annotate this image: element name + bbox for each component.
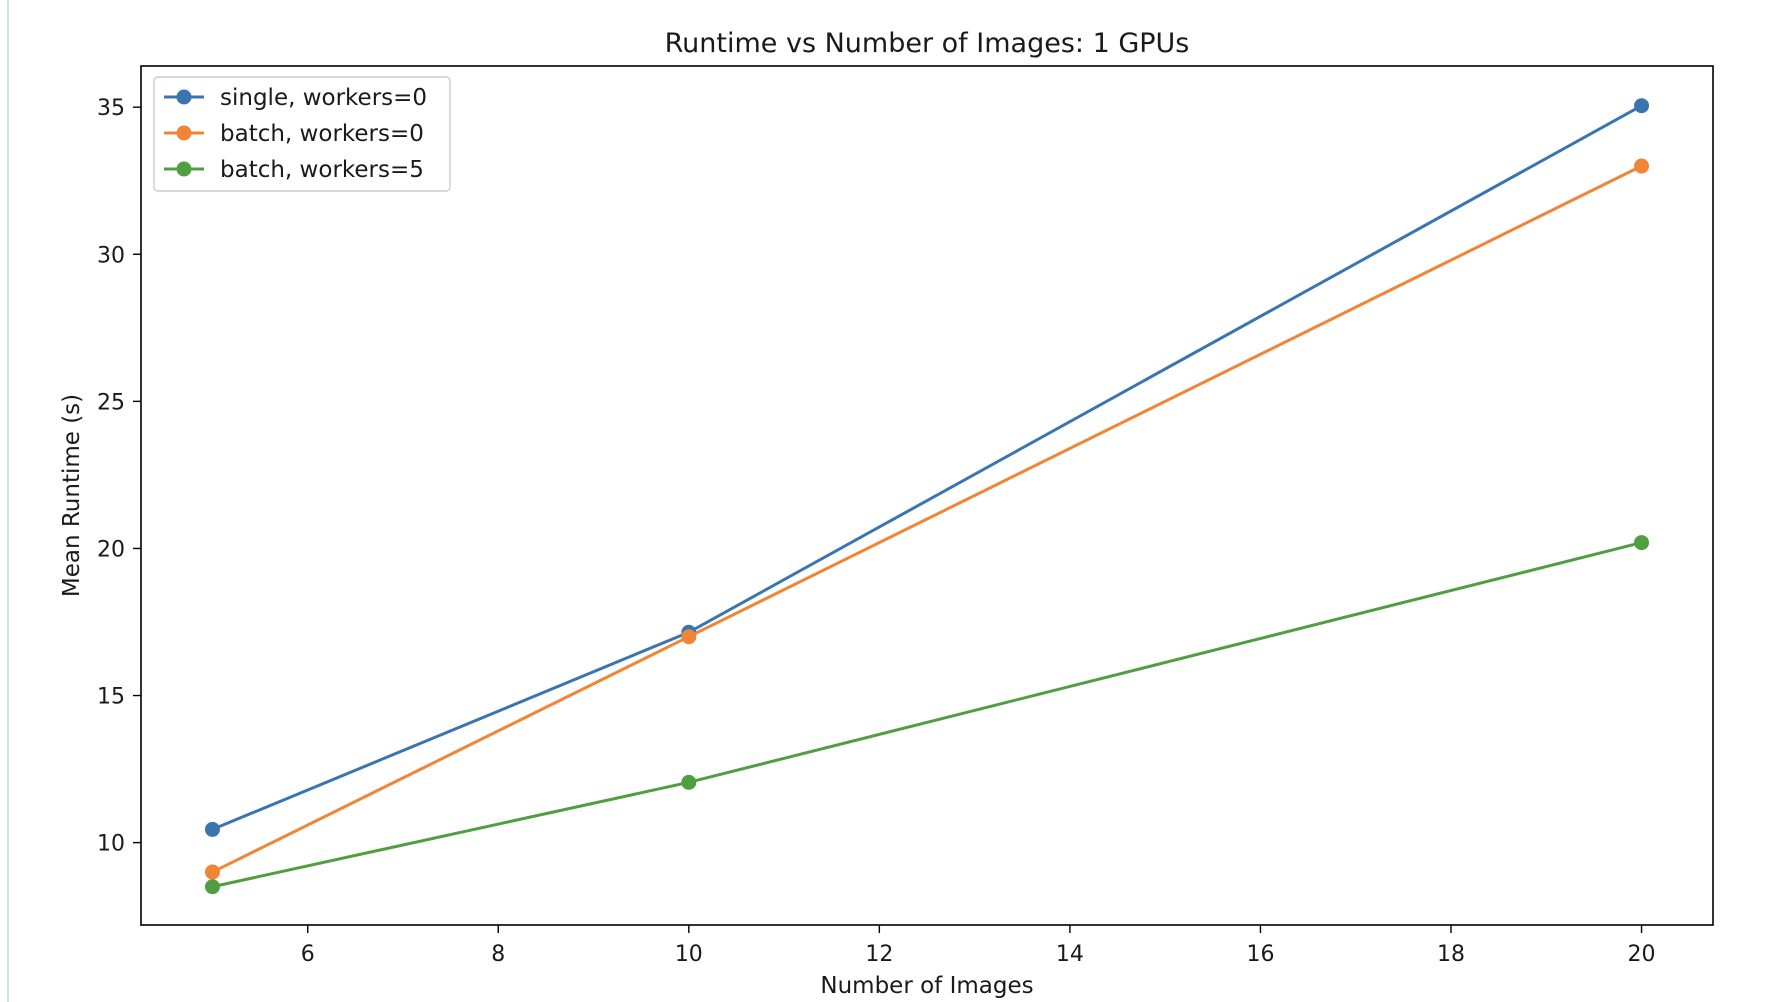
- legend-item: batch, workers=5: [164, 157, 424, 183]
- data-point: [1634, 158, 1650, 174]
- x-tick-label: 18: [1437, 942, 1465, 967]
- plot-area: [140, 65, 1714, 926]
- x-tick-label: 20: [1628, 942, 1656, 967]
- series-line: [212, 541, 1642, 889]
- series-layer: [204, 98, 1650, 895]
- data-point: [204, 879, 220, 895]
- data-point: [204, 821, 220, 837]
- legend-item: batch, workers=0: [164, 121, 424, 147]
- plot-frame: [140, 65, 1714, 926]
- data-point: [681, 774, 697, 790]
- y-tick-label: 25: [97, 390, 125, 415]
- series-3: [204, 535, 1650, 895]
- y-tick-label: 15: [97, 685, 125, 710]
- x-tick-label: 6: [301, 942, 315, 967]
- series-line: [211, 164, 1643, 874]
- data-point: [1634, 98, 1650, 114]
- x-axis-label: Number of Images: [820, 973, 1033, 999]
- legend-label: batch, workers=5: [220, 157, 424, 183]
- legend-label: batch, workers=0: [220, 121, 424, 147]
- y-axis: 10 15 20 25 30 35: [97, 96, 141, 857]
- legend: single, workers=0 batch, workers=0 batch, …: [153, 76, 451, 192]
- data-point: [1634, 535, 1650, 551]
- y-tick-label: 20: [97, 537, 125, 562]
- x-tick-label: 8: [491, 942, 505, 967]
- legend-box: [153, 76, 451, 192]
- x-tick-label: 12: [865, 942, 893, 967]
- legend-marker: [176, 89, 192, 105]
- series-1: [204, 98, 1650, 837]
- y-tick-label: 30: [97, 243, 125, 268]
- x-tick-label: 10: [675, 942, 703, 967]
- legend-marker: [176, 125, 192, 141]
- x-axis: 6 8 10 12 14 16 18 20: [301, 925, 1656, 967]
- chart-title: Runtime vs Number of Images: 1 GPUs: [665, 28, 1190, 59]
- left-border-rule: [7, 0, 9, 1002]
- legend-marker: [176, 161, 192, 177]
- x-tick-label: 14: [1056, 942, 1084, 967]
- legend-label: single, workers=0: [220, 85, 427, 111]
- y-axis-label: Mean Runtime (s): [59, 394, 85, 597]
- series-2: [204, 158, 1650, 880]
- data-point: [681, 629, 697, 645]
- data-point: [204, 864, 220, 880]
- y-tick-label: 35: [97, 96, 125, 121]
- legend-item: single, workers=0: [164, 85, 427, 111]
- x-tick-label: 16: [1246, 942, 1274, 967]
- y-tick-label: 10: [97, 832, 125, 857]
